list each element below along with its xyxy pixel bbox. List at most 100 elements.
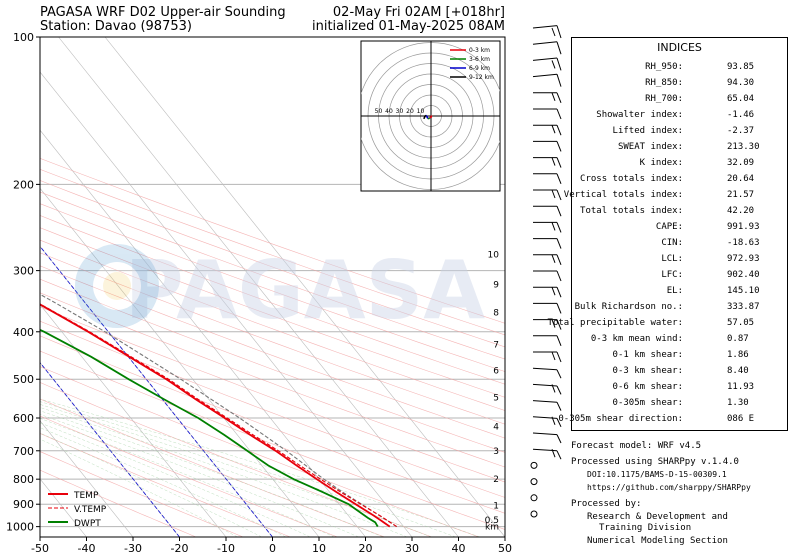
index-value: 32.09 <box>727 158 755 168</box>
index-value: -18.63 <box>727 238 760 248</box>
wind-barb <box>533 92 562 103</box>
watermark-text: PAGASA <box>125 244 485 337</box>
index-label: RH_700: <box>645 94 683 104</box>
y-tick-label: 100 <box>13 31 34 44</box>
wind-barb <box>532 367 562 379</box>
station-label: Station: Davao (98753) <box>40 19 192 34</box>
moist-adiabat <box>40 401 456 537</box>
parcel-trace-line <box>40 293 397 528</box>
isotherm-line <box>40 536 41 537</box>
index-label: Vertical totals index: <box>563 190 683 200</box>
barb-staff <box>532 41 558 45</box>
barb-flag <box>551 416 556 425</box>
wind-barb <box>533 189 562 201</box>
moist-adiabat <box>40 427 287 537</box>
index-value: 20.64 <box>727 174 755 184</box>
barb-flag <box>556 401 562 411</box>
dry-adiabat <box>40 433 291 537</box>
index-label: Total precipitable water: <box>547 318 683 328</box>
index-row: 0-3 km shear: 8.40 <box>572 366 787 382</box>
isotherm-line <box>104 37 505 537</box>
index-value: 902.40 <box>727 270 760 280</box>
barb-flag <box>556 418 562 428</box>
index-row: LFC: 902.40 <box>572 270 787 286</box>
index-label: 0-305m shear: <box>612 398 683 408</box>
wind-barb <box>532 73 562 87</box>
wind-barb <box>532 400 562 411</box>
barb-flag <box>556 369 562 379</box>
notes-panel: Forecast model: WRF v4.5 Processed using… <box>571 441 751 549</box>
x-tick-label: 40 <box>452 542 466 555</box>
org-line-3: Numerical Modeling Section <box>587 536 728 546</box>
calm-wind-circle <box>530 478 538 486</box>
processed-by: Processed by: <box>571 499 642 509</box>
barb-flag <box>551 384 556 393</box>
x-tick-label: 20 <box>359 542 373 555</box>
wind-barb <box>530 494 538 502</box>
barb-flag <box>556 108 562 120</box>
index-row: RH_950: 93.85 <box>572 62 787 78</box>
index-value: 086 E <box>727 414 755 424</box>
wind-barb <box>533 302 562 314</box>
barb-flag <box>556 206 562 217</box>
barb-flag <box>556 173 562 184</box>
index-row: LCL: 972.93 <box>572 254 787 270</box>
index-value: 21.57 <box>727 190 755 200</box>
legend-label: V.TEMP <box>74 505 107 515</box>
index-value: 991.93 <box>727 222 760 232</box>
index-label: CIN: <box>661 238 683 248</box>
height-km-label: 6 <box>493 367 499 377</box>
dry-adiabat <box>40 451 244 537</box>
isotherm-line <box>40 129 366 537</box>
wind-barb <box>533 335 562 346</box>
barb-staff <box>532 367 558 371</box>
barb-flag <box>551 189 556 199</box>
freezing-isotherm <box>40 245 273 537</box>
dwpt-line <box>40 328 379 528</box>
index-label: K index: <box>639 158 683 168</box>
index-label: Bulk Richardson no.: <box>574 302 683 312</box>
y-tick-label: 500 <box>13 373 34 386</box>
wind-barb <box>533 157 562 168</box>
index-value: 333.87 <box>727 302 760 312</box>
barb-flag <box>556 141 562 152</box>
wind-barb <box>530 510 538 518</box>
index-label: Showalter index: <box>596 110 683 120</box>
height-km-label: 9 <box>493 280 499 290</box>
dry-adiabat <box>40 366 480 537</box>
hodograph-segment <box>429 115 433 119</box>
height-km-label: 2 <box>493 475 499 485</box>
dry-adiabat <box>40 469 197 537</box>
wind-barb <box>533 270 562 282</box>
barb-flag <box>551 27 556 37</box>
wind-barb <box>532 57 562 71</box>
barb-flag <box>556 157 562 168</box>
barb-staff <box>532 448 558 452</box>
barb-staff <box>532 73 558 78</box>
index-value: 93.85 <box>727 62 755 72</box>
index-label: EL: <box>666 286 683 296</box>
height-km-label: 8 <box>493 308 499 318</box>
wind-barb <box>533 221 562 233</box>
org-line-1: Research & Development and <box>587 512 728 522</box>
barb-flag <box>551 60 556 69</box>
barb-staff <box>532 400 558 403</box>
index-label: CAPE: <box>655 222 683 232</box>
index-row: Lifted index: -2.37 <box>572 126 787 142</box>
x-tick-label: 30 <box>405 542 419 555</box>
index-value: 65.04 <box>727 94 755 104</box>
x-tick-label: 50 <box>498 542 512 555</box>
index-row: 0-1 km shear: 1.86 <box>572 350 787 366</box>
isotherm-line <box>40 362 180 537</box>
hodograph-segment <box>427 117 431 120</box>
index-row: CAPE: 991.93 <box>572 222 787 238</box>
barb-staff <box>532 383 558 387</box>
index-row: EL: 145.10 <box>572 286 787 302</box>
barb-flag <box>556 319 562 330</box>
isotherm-line <box>40 71 413 537</box>
index-label: LCL: <box>661 254 683 264</box>
index-value: 8.40 <box>727 366 749 376</box>
index-value: 213.30 <box>727 142 760 152</box>
dry-adiabat <box>40 398 385 537</box>
